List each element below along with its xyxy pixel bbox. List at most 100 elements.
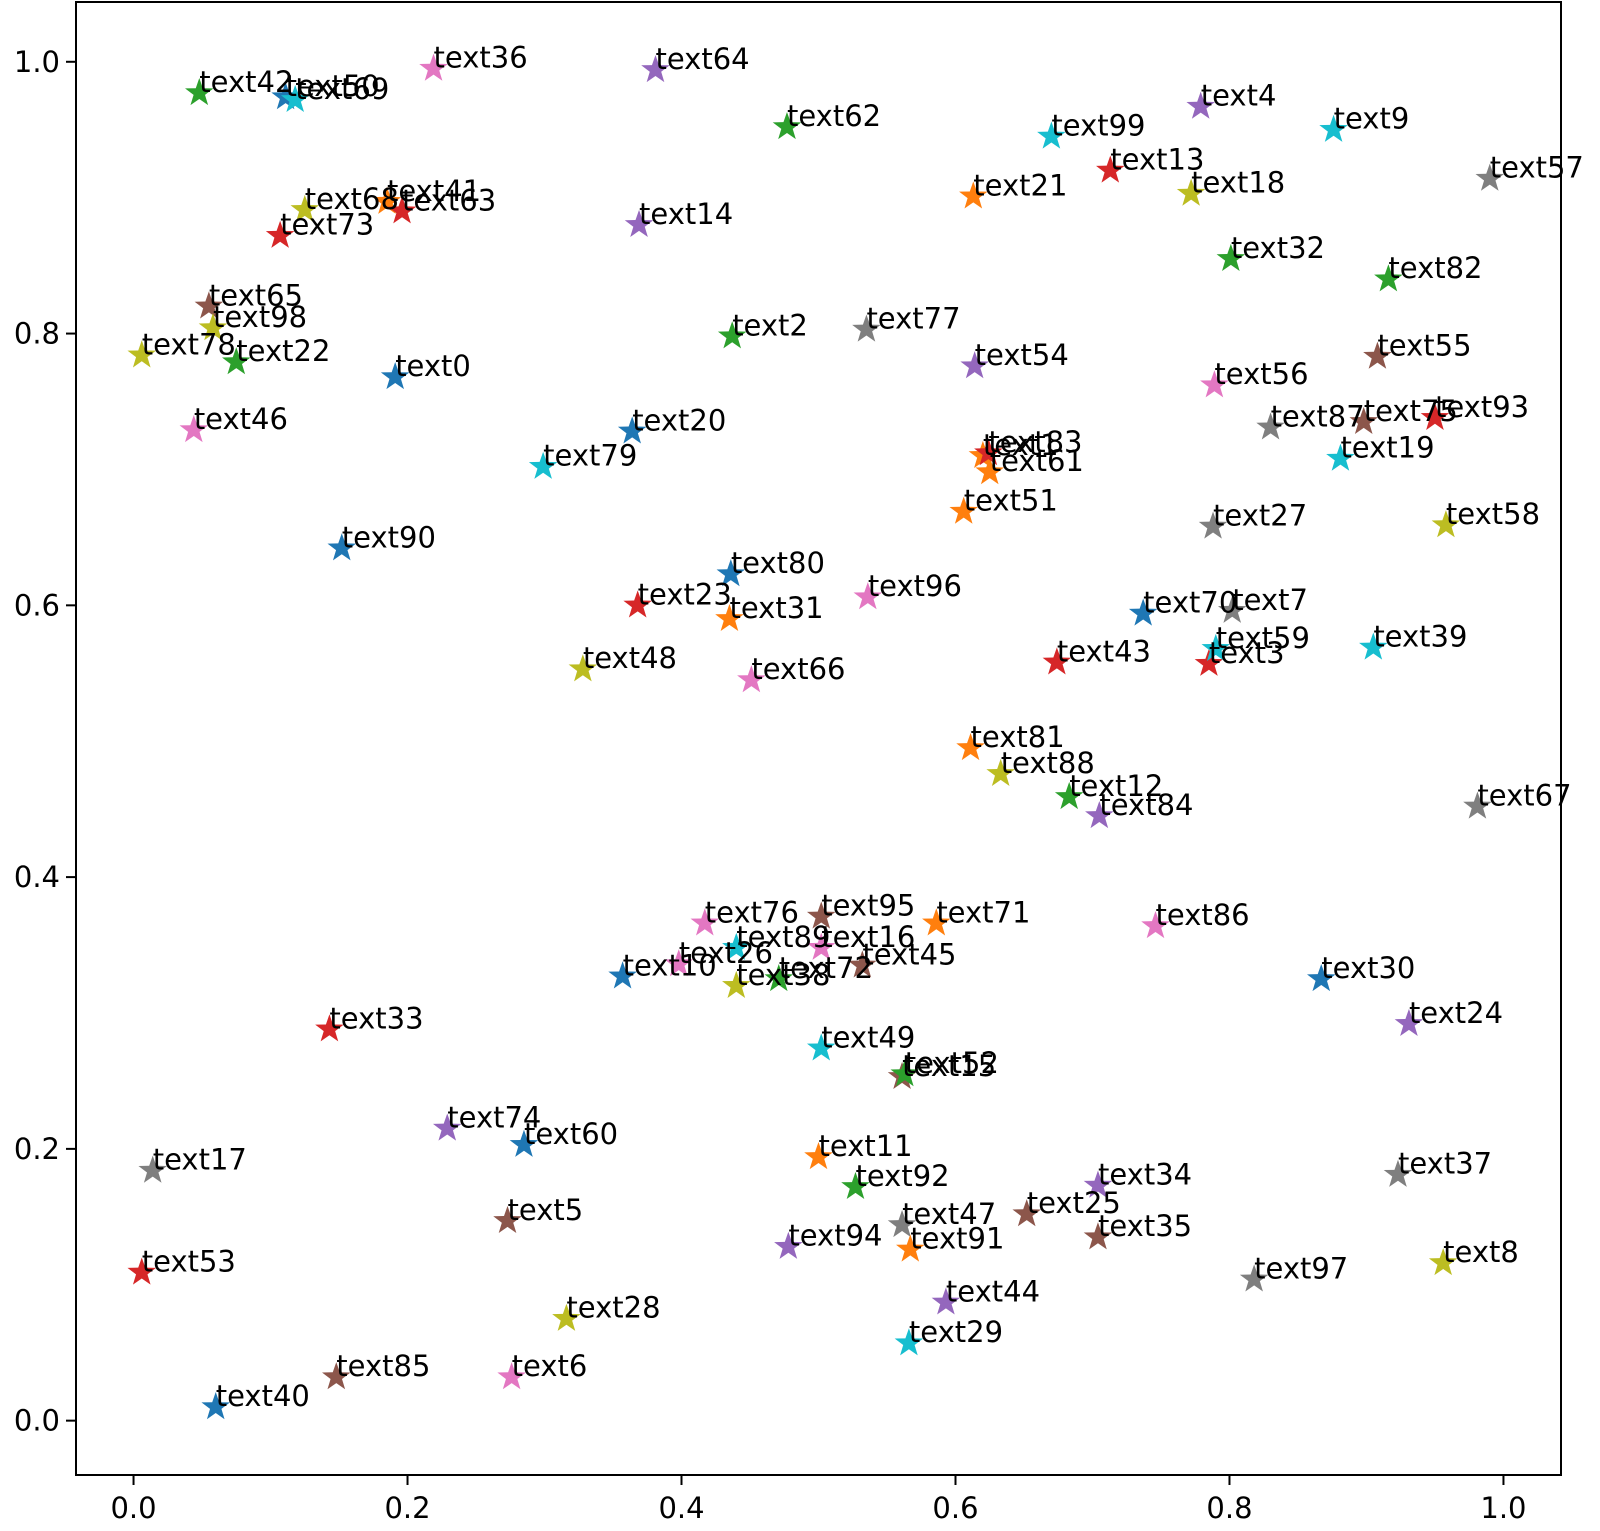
star-marker-text10	[608, 961, 637, 989]
star-marker-text38	[722, 970, 751, 998]
point-label-text92: text92	[855, 1159, 949, 1193]
point-label-text7: text7	[1232, 583, 1308, 617]
star-marker-text77	[852, 314, 881, 342]
star-marker-text86	[1141, 911, 1170, 939]
star-marker-text65	[194, 291, 224, 319]
star-marker-text63	[387, 196, 417, 224]
star-marker-text79	[528, 451, 558, 479]
point-label-text71: text71	[936, 895, 1030, 929]
point-label-text25: text25	[1027, 1186, 1121, 1220]
star-marker-text66	[737, 665, 766, 693]
star-marker-text39	[1359, 632, 1388, 660]
data-markers	[127, 53, 1505, 1420]
point-label-text21: text21	[973, 168, 1067, 202]
point-label-text24: text24	[1409, 996, 1503, 1030]
point-label-text80: text80	[731, 546, 825, 580]
star-marker-text58	[1431, 510, 1461, 538]
point-label-text52: text52	[905, 1046, 999, 1080]
star-marker-text21	[959, 181, 988, 209]
point-label-text0: text0	[395, 349, 471, 383]
star-marker-text43	[1042, 647, 1072, 675]
point-label-text56: text56	[1214, 357, 1308, 391]
point-label-text77: text77	[866, 301, 960, 335]
star-marker-text28	[552, 1303, 581, 1331]
point-label-text78: text78	[142, 327, 236, 361]
point-label-text75: text75	[1364, 394, 1458, 428]
point-label-text87: text87	[1271, 399, 1365, 433]
star-marker-text29	[894, 1328, 924, 1356]
point-label-text48: text48	[583, 641, 677, 675]
point-label-text27: text27	[1213, 499, 1307, 533]
x-tick-label: 0.0	[110, 1491, 156, 1525]
star-marker-text89	[722, 932, 751, 960]
point-label-text8: text8	[1443, 1235, 1519, 1269]
star-marker-text90	[327, 533, 357, 561]
point-label-text62: text62	[787, 99, 881, 133]
star-marker-text11	[804, 1142, 833, 1170]
point-label-text94: text94	[788, 1219, 882, 1253]
point-label-text68: text68	[305, 182, 399, 216]
point-label-text84: text84	[1099, 788, 1193, 822]
star-marker-text56	[1200, 370, 1229, 398]
data-labels: text0 text1 text2 text3 text4 text5 text6 text7…	[142, 41, 1584, 1413]
point-label-text1: text1	[983, 428, 1059, 462]
star-marker-text24	[1394, 1008, 1424, 1036]
star-marker-text84	[1085, 800, 1114, 829]
star-marker-text25	[1012, 1199, 1041, 1227]
star-marker-text80	[716, 559, 746, 587]
point-label-text2: text2	[732, 308, 808, 342]
point-label-text83: text83	[988, 425, 1082, 459]
star-marker-text45	[848, 950, 877, 978]
star-marker-text4	[1186, 91, 1215, 119]
point-label-text4: text4	[1201, 79, 1277, 113]
y-tick-label: 0.0	[14, 1404, 60, 1438]
y-tick-label: 0.2	[14, 1132, 60, 1166]
star-marker-text95	[806, 901, 836, 929]
point-label-text79: text79	[543, 439, 637, 473]
y-tick-label: 0.6	[14, 588, 60, 622]
star-marker-text8	[1428, 1248, 1458, 1276]
point-label-text93: text93	[1435, 390, 1529, 424]
point-label-text54: text54	[975, 338, 1069, 372]
point-label-text43: text43	[1057, 634, 1151, 668]
point-label-text69: text69	[295, 72, 389, 106]
star-marker-text31	[715, 603, 744, 632]
star-marker-text12	[1054, 781, 1084, 810]
point-label-text17: text17	[153, 1143, 247, 1177]
point-label-text14: text14	[639, 197, 733, 231]
star-marker-text26	[664, 949, 694, 977]
point-label-text15: text15	[902, 1049, 996, 1083]
star-marker-text59	[1201, 633, 1231, 661]
point-label-text60: text60	[524, 1117, 618, 1151]
point-label-text61: text61	[990, 444, 1084, 478]
x-axis-ticks: 0.0 0.2 0.4 0.6 0.8 1.0	[110, 1475, 1527, 1525]
star-marker-text83	[974, 438, 1003, 466]
star-marker-text96	[853, 582, 883, 610]
star-marker-text2	[717, 321, 747, 349]
star-marker-text64	[641, 54, 670, 83]
point-label-text13: text13	[1110, 142, 1204, 176]
point-label-text76: text76	[705, 895, 799, 929]
point-label-text65: text65	[209, 278, 303, 312]
x-tick-label: 0.6	[932, 1491, 978, 1525]
star-marker-text27	[1198, 511, 1228, 539]
y-tick-label: 0.4	[14, 860, 60, 894]
point-label-text90: text90	[342, 520, 436, 554]
star-marker-text40	[201, 1392, 230, 1420]
point-label-text96: text96	[868, 569, 962, 603]
star-marker-text98	[198, 313, 228, 341]
star-marker-text87	[1256, 412, 1285, 440]
star-marker-text78	[127, 340, 157, 368]
point-label-text97: text97	[1254, 1251, 1348, 1285]
star-marker-text6	[497, 1362, 526, 1390]
point-label-text95: text95	[821, 889, 915, 923]
star-marker-text70	[1128, 598, 1158, 626]
point-label-text22: text22	[236, 334, 330, 368]
star-marker-text71	[922, 908, 951, 936]
point-label-text64: text64	[655, 42, 749, 76]
star-marker-text30	[1307, 964, 1336, 992]
star-marker-text85	[322, 1362, 351, 1390]
point-label-text10: text10	[623, 948, 717, 982]
star-marker-text75	[1349, 406, 1378, 435]
